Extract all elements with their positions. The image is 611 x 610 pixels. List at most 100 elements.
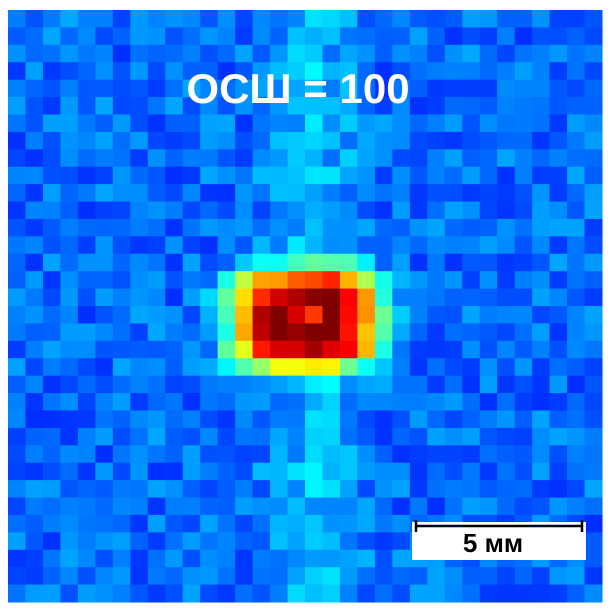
pixel (515, 358, 533, 376)
pixel (445, 271, 463, 289)
pixel (270, 132, 288, 150)
scan-image: ОСШ = 100 5 мм (0, 0, 611, 610)
pixel (60, 445, 78, 463)
pixel (550, 445, 568, 463)
pixel (60, 236, 78, 254)
pixel (165, 410, 183, 428)
pixel (218, 515, 236, 533)
pixel (462, 585, 480, 603)
pixel (357, 184, 375, 202)
pixel (148, 498, 166, 516)
pixel (43, 27, 61, 45)
scale-bar: 5 мм (412, 520, 586, 560)
pixel (148, 585, 166, 603)
pixel (148, 45, 166, 63)
pixel (60, 358, 78, 376)
pixel (305, 254, 323, 272)
pixel (235, 550, 253, 568)
pixel (130, 97, 148, 115)
pixel (497, 80, 515, 98)
pixel (60, 306, 78, 324)
pixel (200, 167, 218, 185)
pixel (392, 393, 410, 411)
pixel (78, 480, 96, 498)
pixel (532, 80, 550, 98)
pixel (43, 236, 61, 254)
pixel (462, 10, 480, 28)
pixel (427, 428, 445, 446)
pixel (585, 550, 603, 568)
pixel (25, 27, 43, 45)
pixel (357, 393, 375, 411)
pixel (288, 393, 306, 411)
pixel (200, 410, 218, 428)
pixel (480, 62, 498, 80)
pixel (550, 236, 568, 254)
pixel (130, 341, 148, 359)
pixel (515, 184, 533, 202)
pixel (253, 10, 271, 28)
pixel (43, 306, 61, 324)
pixel (235, 341, 253, 359)
pixel (60, 27, 78, 45)
pixel (288, 271, 306, 289)
pixel (497, 271, 515, 289)
pixel (253, 45, 271, 63)
pixel (78, 132, 96, 150)
pixel (130, 202, 148, 220)
pixel (43, 515, 61, 533)
pixel (357, 271, 375, 289)
pixel (585, 271, 603, 289)
pixel (235, 132, 253, 150)
pixel (305, 428, 323, 446)
pixel (165, 10, 183, 28)
pixel (375, 498, 393, 516)
pixel (567, 27, 585, 45)
pixel (357, 567, 375, 585)
pixel (410, 202, 428, 220)
pixel (515, 132, 533, 150)
pixel (480, 184, 498, 202)
pixel (95, 428, 113, 446)
pixel (410, 498, 428, 516)
pixel (515, 306, 533, 324)
pixel (25, 306, 43, 324)
pixel (322, 532, 340, 550)
pixel (253, 149, 271, 167)
pixel (183, 45, 201, 63)
pixel (497, 323, 515, 341)
pixel (497, 132, 515, 150)
pixel (8, 10, 26, 28)
pixel (165, 184, 183, 202)
pixel (322, 550, 340, 568)
pixel (235, 236, 253, 254)
pixel (113, 515, 131, 533)
pixel (130, 10, 148, 28)
pixel (392, 167, 410, 185)
pixel (410, 289, 428, 307)
pixel (427, 219, 445, 237)
pixel (515, 202, 533, 220)
pixel (480, 132, 498, 150)
pixel (340, 219, 358, 237)
pixel (165, 149, 183, 167)
pixel (78, 445, 96, 463)
pixel (130, 132, 148, 150)
pixel (43, 428, 61, 446)
pixel (78, 567, 96, 585)
pixel (532, 167, 550, 185)
pixel (95, 97, 113, 115)
pixel (183, 410, 201, 428)
pixel (480, 254, 498, 272)
pixel (60, 62, 78, 80)
pixel (532, 341, 550, 359)
pixel (462, 97, 480, 115)
pixel (200, 532, 218, 550)
pixel (218, 498, 236, 516)
pixel (497, 480, 515, 498)
pixel (567, 202, 585, 220)
pixel (427, 289, 445, 307)
pixel (130, 236, 148, 254)
pixel (357, 132, 375, 150)
pixel (165, 585, 183, 603)
